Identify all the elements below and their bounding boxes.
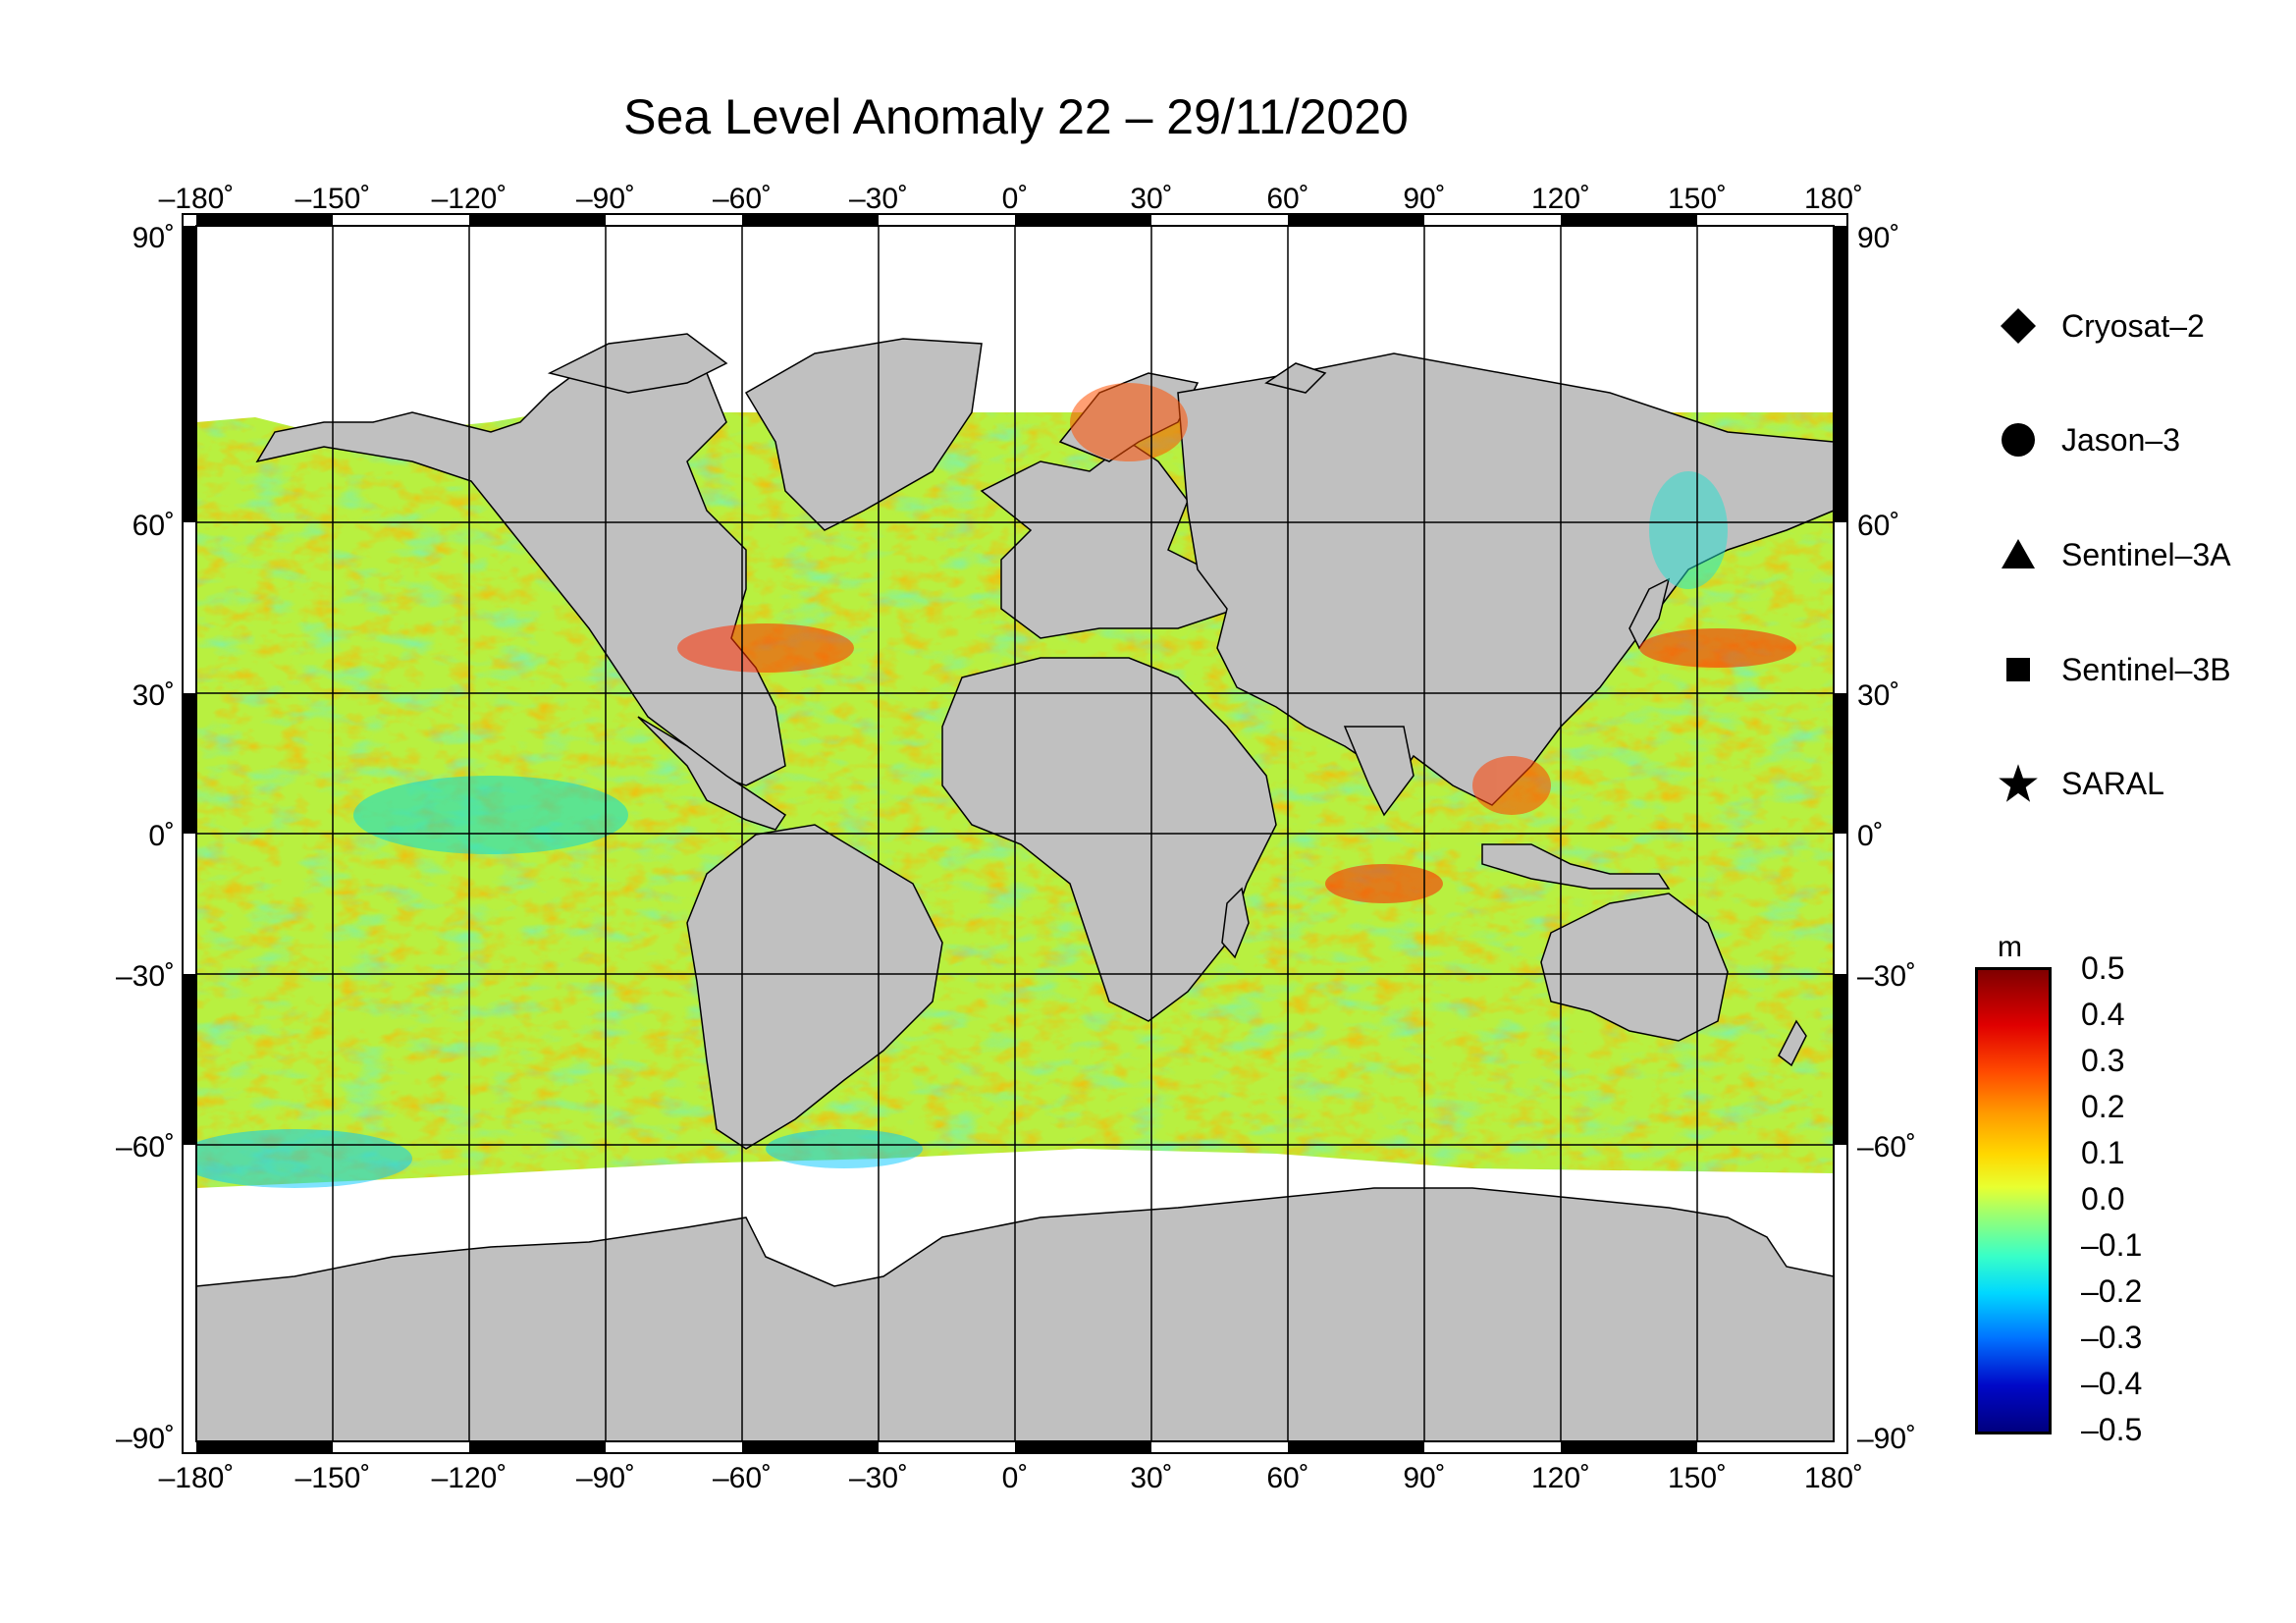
lon-tick-top: –150˚ <box>295 183 371 215</box>
lon-tick-top: 30˚ <box>1130 183 1172 215</box>
north-america <box>255 352 786 786</box>
lon-tick-top: 90˚ <box>1403 183 1445 215</box>
lon-tick-top: –60˚ <box>713 183 772 215</box>
colorbar-tick: –0.5 <box>2081 1412 2143 1447</box>
lat-tick-left: 30˚ <box>133 679 175 712</box>
legend-item-cryosat: Cryosat–2 <box>1993 297 2205 355</box>
lat-tick-right: 60˚ <box>1857 510 1899 542</box>
lon-tick-bottom: –90˚ <box>576 1462 635 1494</box>
madagascar <box>1221 887 1250 959</box>
colorbar-unit: m <box>1998 931 2022 963</box>
lat-tick-right: –90˚ <box>1857 1423 1916 1455</box>
lon-tick-top: 120˚ <box>1531 183 1590 215</box>
grid-lines <box>196 226 1834 1441</box>
japan <box>1629 577 1671 650</box>
colorbar-tick: –0.4 <box>2081 1366 2143 1401</box>
colorbar-tick: –0.1 <box>2081 1227 2143 1263</box>
lon-tick-bottom: 150˚ <box>1668 1462 1727 1494</box>
lon-tick-bottom: 180˚ <box>1804 1462 1863 1494</box>
colorbar-tick: –0.3 <box>2081 1320 2143 1355</box>
new-zealand <box>1778 1019 1807 1067</box>
greenland <box>744 338 983 531</box>
lon-tick-bottom: 30˚ <box>1130 1462 1172 1494</box>
star-icon <box>1993 758 2044 809</box>
warm-anomalies <box>677 383 1796 903</box>
lon-tick-bottom: 90˚ <box>1403 1462 1445 1494</box>
lat-tick-left: –90˚ <box>116 1423 175 1455</box>
lat-tick-right: –30˚ <box>1857 960 1916 993</box>
lat-tick-right: 90˚ <box>1857 222 1899 254</box>
lon-tick-bottom: –60˚ <box>713 1462 772 1494</box>
lat-tick-left: 60˚ <box>133 510 175 542</box>
circle-icon <box>1993 414 2044 465</box>
lon-labels-bottom: –180˚ –150˚ –120˚ –90˚ –60˚ –30˚ 0˚ 30˚ … <box>159 1462 1863 1494</box>
lon-tick-top: 180˚ <box>1804 183 1863 215</box>
indonesia <box>1481 843 1671 890</box>
lat-tick-left: 0˚ <box>148 820 175 852</box>
lon-tick-top: –90˚ <box>576 183 635 215</box>
legend-label: Sentinel–3A <box>2061 536 2231 572</box>
colorbar-tick: –0.2 <box>2081 1273 2143 1309</box>
lon-tick-top: –30˚ <box>849 183 908 215</box>
triangle-icon <box>1993 529 2044 580</box>
lon-tick-bottom: 0˚ <box>1002 1462 1029 1494</box>
lon-tick-bottom: 60˚ <box>1266 1462 1308 1494</box>
central-america <box>637 716 787 831</box>
map-frame <box>182 213 1848 1454</box>
lon-tick-top: –180˚ <box>159 183 235 215</box>
lon-labels-top: –180˚ –150˚ –120˚ –90˚ –60˚ –30˚ 0˚ 30˚ … <box>159 183 1863 215</box>
colorbar-tick: 0.1 <box>2081 1135 2125 1170</box>
lon-tick-top: –120˚ <box>432 183 507 215</box>
lat-tick-right: 30˚ <box>1857 679 1899 712</box>
colorbar <box>1975 967 2052 1434</box>
asia <box>1177 352 1834 806</box>
lon-tick-bottom: –30˚ <box>849 1462 908 1494</box>
legend-item-jason: Jason–3 <box>1993 410 2180 469</box>
square-icon <box>1993 644 2044 695</box>
svalbard-novaya <box>1264 362 1327 394</box>
australia <box>1540 893 1729 1042</box>
legend-label: Cryosat–2 <box>2061 307 2205 344</box>
colorbar-tick: 0.2 <box>2081 1089 2125 1124</box>
lon-tick-bottom: 120˚ <box>1531 1462 1590 1494</box>
arctic-archipelago <box>547 333 728 394</box>
lat-tick-left: –30˚ <box>116 960 175 993</box>
lat-tick-left: –60˚ <box>116 1131 175 1163</box>
legend-item-sentinel-3a: Sentinel–3A <box>1993 525 2231 584</box>
lon-tick-bottom: –150˚ <box>295 1462 371 1494</box>
map-title: Sea Level Anomaly 22 – 29/11/2020 <box>623 89 1409 144</box>
lat-labels-left: 90˚ 60˚ 30˚ 0˚ –30˚ –60˚ –90˚ <box>116 222 175 1455</box>
lon-tick-top: 0˚ <box>1002 183 1029 215</box>
lat-tick-right: –60˚ <box>1857 1131 1916 1163</box>
colorbar-tick: 0.4 <box>2081 997 2125 1032</box>
lat-tick-right: 0˚ <box>1857 820 1884 852</box>
legend-label: Sentinel–3B <box>2061 651 2231 687</box>
legend-label: SARAL <box>2061 765 2164 801</box>
lat-tick-left: 90˚ <box>133 222 175 254</box>
lat-labels-right: 90˚ 60˚ 30˚ 0˚ –30˚ –60˚ –90˚ <box>1857 222 1916 1455</box>
legend-item-saral: SARAL <box>1993 754 2164 813</box>
lon-tick-top: 60˚ <box>1266 183 1308 215</box>
legend-item-sentinel-3b: Sentinel–3B <box>1993 640 2231 699</box>
lon-tick-top: 150˚ <box>1668 183 1727 215</box>
lon-tick-bottom: –180˚ <box>159 1462 235 1494</box>
india <box>1343 726 1415 817</box>
lon-tick-bottom: –120˚ <box>432 1462 507 1494</box>
legend-label: Jason–3 <box>2061 421 2180 458</box>
colorbar-tick: 0.3 <box>2081 1043 2125 1078</box>
diamond-icon <box>1993 300 2044 352</box>
colorbar-tick: 0.0 <box>2081 1181 2125 1217</box>
africa <box>941 657 1277 1022</box>
cool-anomalies <box>196 471 1728 1188</box>
colorbar-tick: 0.5 <box>2081 950 2125 986</box>
